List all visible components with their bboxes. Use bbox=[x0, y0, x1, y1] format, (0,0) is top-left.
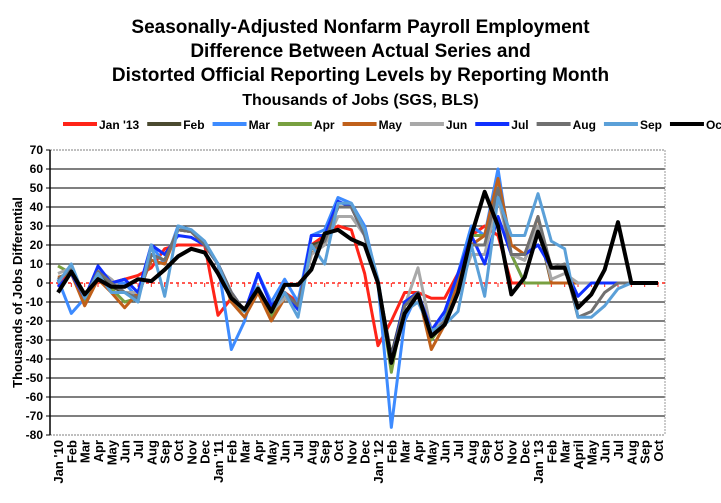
x-tick-label: Dec bbox=[198, 440, 213, 464]
x-tick-label: Oct bbox=[651, 439, 666, 461]
legend-label: May bbox=[379, 118, 403, 132]
legend-label: Jan '13 bbox=[99, 118, 140, 132]
x-tick-label: Feb bbox=[384, 440, 399, 463]
x-tick-label: Jan '10 bbox=[51, 440, 66, 484]
x-tick-label: Aug bbox=[304, 440, 319, 465]
x-tick-label: Sep bbox=[638, 440, 653, 464]
y-tick-label: -40 bbox=[26, 352, 44, 366]
x-tick-label: Dec bbox=[358, 440, 373, 464]
x-tick-label: Sep bbox=[478, 440, 493, 464]
legend-label: Jul bbox=[511, 118, 528, 132]
legend-label: Sep bbox=[640, 118, 662, 132]
legend-label: Feb bbox=[183, 118, 204, 132]
x-tick-label: May bbox=[104, 439, 119, 465]
x-tick-label: Oct bbox=[331, 439, 346, 461]
series-line-mar bbox=[56, 167, 658, 429]
x-tick-label: Dec bbox=[518, 440, 533, 464]
chart-title-line-3: Distorted Official Reporting Levels by R… bbox=[111, 65, 610, 86]
y-tick-label: -60 bbox=[26, 390, 44, 404]
x-tick-label: Jun bbox=[118, 440, 133, 463]
x-tick-label: Jun bbox=[278, 440, 293, 463]
x-tick-label: Apr bbox=[251, 440, 266, 462]
x-tick-label: Oct bbox=[491, 439, 506, 461]
x-tick-label: Jul bbox=[451, 440, 466, 459]
x-tick-label: May bbox=[264, 439, 279, 465]
x-tick-label: Apr bbox=[91, 440, 106, 462]
x-tick-label: Jul bbox=[131, 440, 146, 459]
x-tick-label: Jul bbox=[291, 440, 306, 459]
y-tick-label: 70 bbox=[30, 143, 44, 157]
x-tick-label: Feb bbox=[544, 440, 559, 463]
x-tick-label: Aug bbox=[624, 440, 639, 465]
x-tick-label: April bbox=[571, 440, 586, 470]
chart-title-line-1: Seasonally-Adjusted Nonfarm Payroll Empl… bbox=[131, 17, 590, 38]
y-tick-label: -20 bbox=[26, 314, 44, 328]
y-tick-label: 10 bbox=[30, 257, 44, 271]
y-tick-label: -70 bbox=[26, 409, 44, 423]
x-tick-label: Jan '12 bbox=[371, 440, 386, 484]
series-line-oct bbox=[56, 189, 658, 365]
y-tick-label: -10 bbox=[26, 295, 44, 309]
legend-label: Jun bbox=[446, 118, 467, 132]
y-tick-label: 60 bbox=[30, 162, 44, 176]
x-tick-label: May bbox=[424, 439, 439, 465]
y-tick-label: 40 bbox=[30, 200, 44, 214]
legend-label: Oct bbox=[706, 118, 721, 132]
legend-label: Aug bbox=[573, 118, 596, 132]
x-tick-label: Aug bbox=[144, 440, 159, 465]
legend-label: Mar bbox=[249, 118, 271, 132]
x-tick-label: Jun bbox=[438, 440, 453, 463]
legend-label: Apr bbox=[314, 118, 335, 132]
x-tick-label: Sep bbox=[318, 440, 333, 464]
x-tick-label: Nov bbox=[184, 439, 199, 464]
x-tick-label: Nov bbox=[344, 439, 359, 464]
x-tick-label: Nov bbox=[504, 439, 519, 464]
x-tick-label: Jun bbox=[598, 440, 613, 463]
x-tick-label: Apr bbox=[411, 440, 426, 462]
y-tick-label: 0 bbox=[36, 276, 43, 290]
chart-title-line-2: Difference Between Actual Series and bbox=[190, 41, 531, 62]
y-tick-label: 50 bbox=[30, 181, 44, 195]
x-tick-label: Mar bbox=[558, 440, 573, 463]
x-tick-label: Jan '13 bbox=[531, 440, 546, 484]
y-tick-label: -50 bbox=[26, 371, 44, 385]
x-tick-label: Mar bbox=[78, 440, 93, 463]
x-tick-label: Sep bbox=[158, 440, 173, 464]
x-tick-label: May bbox=[584, 439, 599, 465]
x-tick-label: Mar bbox=[398, 440, 413, 463]
y-axis-label: Thousands of Jobs Differential bbox=[10, 197, 25, 388]
x-tick-label: Jul bbox=[611, 440, 626, 459]
series-line-sep bbox=[56, 192, 658, 365]
x-tick-label: Feb bbox=[224, 440, 239, 463]
chart-subtitle: Thousands of Jobs (SGS, BLS) bbox=[242, 92, 479, 109]
y-tick-label: -80 bbox=[26, 428, 44, 442]
y-tick-label: 30 bbox=[30, 219, 44, 233]
x-tick-label: Jan '11 bbox=[211, 440, 226, 483]
y-tick-label: -30 bbox=[26, 333, 44, 347]
x-tick-label: Feb bbox=[64, 440, 79, 463]
x-tick-label: Aug bbox=[464, 440, 479, 465]
x-tick-label: Mar bbox=[238, 440, 253, 463]
y-tick-label: 20 bbox=[30, 238, 44, 252]
x-tick-label: Oct bbox=[171, 439, 186, 461]
